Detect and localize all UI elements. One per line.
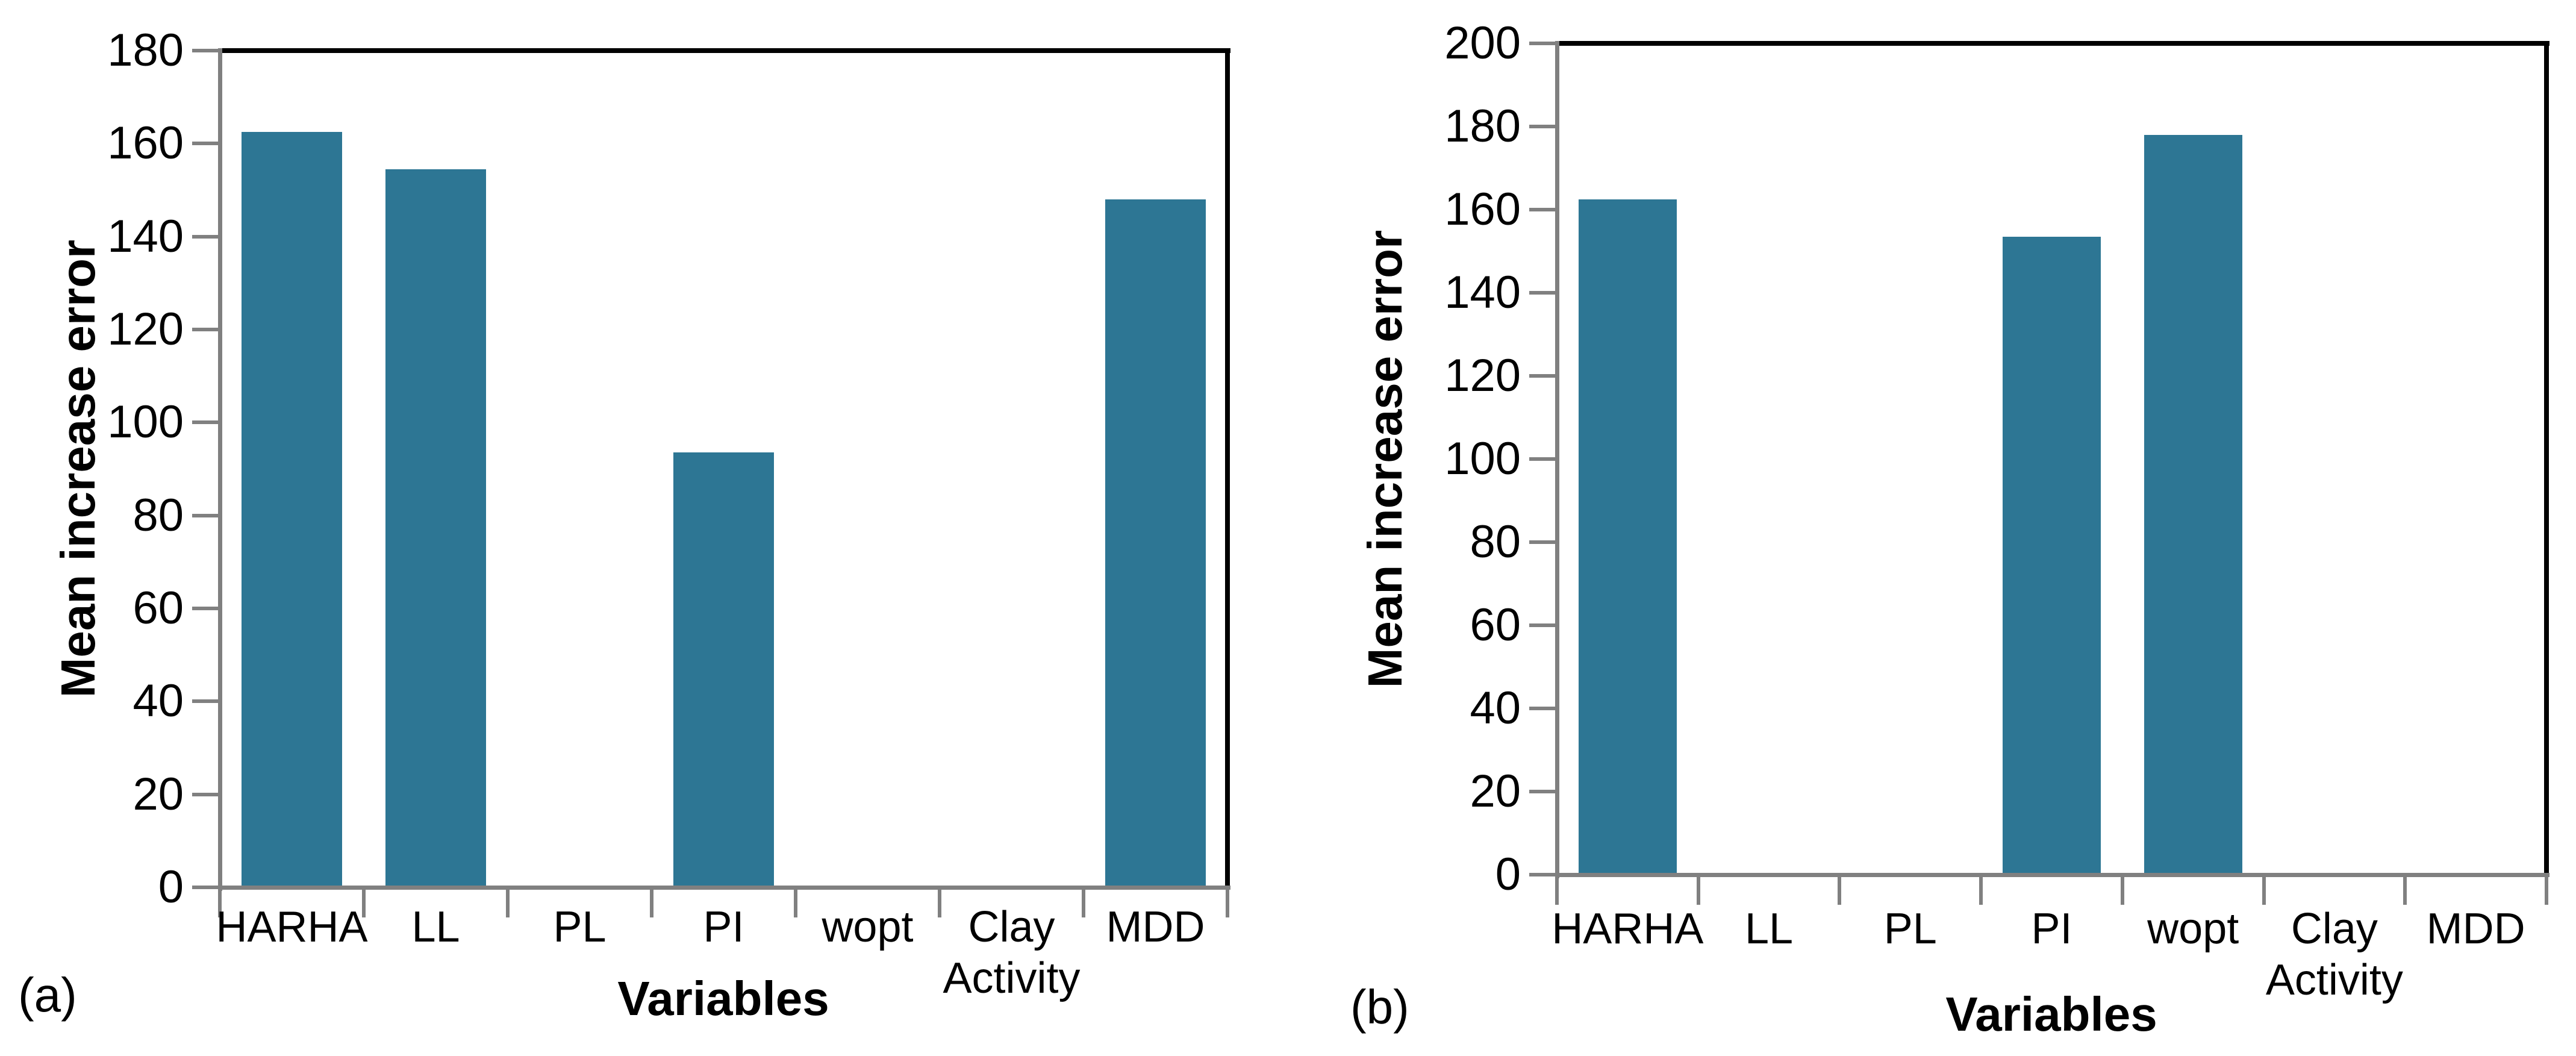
x-tick-mark [2403,877,2407,905]
y-tick-label: 100 [1444,433,1521,484]
y-tick-mark [192,886,220,889]
y-tick-mark [1529,873,1557,876]
x-tick-mark [1226,890,1229,917]
y-tick-label: 60 [1470,599,1521,651]
y-tick-mark [1529,623,1557,627]
category-label-PL: PL [553,903,607,951]
y-tick-mark [192,142,220,146]
category-label-PL: PL [1883,905,1937,953]
y-tick-label: 0 [158,861,184,913]
y-tick-mark [1529,790,1557,793]
y-tick-label: 40 [133,675,184,727]
category-label-PI: PI [2031,905,2072,953]
category-label-LL: LL [1745,905,1794,953]
y-tick-mark [1529,707,1557,710]
y-tick-label: 180 [1444,101,1521,152]
y-axis-line [1555,41,1559,878]
y-tick-mark [192,49,220,52]
x-tick-mark [1082,890,1085,917]
x-tick-mark [2545,877,2548,905]
x-tick-mark [794,890,797,917]
bar-PI [673,452,774,886]
x-tick-mark [218,890,222,917]
plot-frame-right [2544,41,2549,877]
panel-label-a: (a) [18,968,77,1022]
x-axis-title-a: Variables [617,972,829,1025]
plot-frame-right [1225,48,1230,890]
x-axis-title-b: Variables [1945,987,2157,1041]
plot-frame-top [218,48,1230,53]
y-tick-label: 60 [133,583,184,634]
category-label-HARHA: HARHA [1552,905,1704,953]
category-label-Clay-Activity: Clay Activity [943,903,1081,1002]
y-tick-label: 0 [1495,849,1521,900]
x-tick-mark [1555,877,1559,905]
category-label-HARHA: HARHA [216,903,368,951]
bar-LL [385,169,486,886]
category-label-wopt: wopt [2147,905,2239,953]
y-tick-label: 100 [107,396,184,448]
x-tick-mark [1838,877,1842,905]
y-tick-mark [192,513,220,517]
y-tick-label: 80 [133,489,184,541]
y-tick-label: 20 [1470,766,1521,817]
y-tick-mark [1529,125,1557,128]
y-tick-mark [1529,42,1557,45]
y-tick-label: 120 [107,304,184,355]
y-tick-label: 160 [107,117,184,169]
y-tick-label: 20 [133,768,184,820]
bar-PI [2002,236,2101,873]
bar-HARHA [242,132,342,886]
y-tick-label: 40 [1470,683,1521,734]
x-tick-mark [506,890,510,917]
y-tick-label: 80 [1470,516,1521,567]
x-tick-mark [650,890,653,917]
panel-label-b: (b) [1350,980,1409,1034]
y-tick-label: 200 [1444,17,1521,69]
x-tick-mark [938,890,941,917]
x-tick-mark [2120,877,2124,905]
y-axis-line [218,48,222,891]
y-tick-label: 180 [107,25,184,76]
y-tick-mark [192,792,220,796]
y-tick-label: 160 [1444,184,1521,235]
bar-MDD [1105,199,1206,886]
bar-HARHA [1578,199,1677,873]
y-tick-mark [192,420,220,425]
y-tick-mark [1529,374,1557,378]
category-label-Clay-Activity: Clay Activity [2265,905,2403,1004]
y-tick-mark [192,699,220,704]
y-tick-mark [192,607,220,610]
y-tick-mark [192,328,220,331]
x-tick-mark [2262,877,2266,905]
y-tick-mark [1529,540,1557,544]
y-axis-title-a: Mean increase error [51,239,105,698]
category-label-LL: LL [411,903,460,951]
x-tick-mark [362,890,366,917]
x-tick-mark [1696,877,1700,905]
y-tick-mark [1529,457,1557,461]
y-tick-label: 120 [1444,350,1521,401]
bar-wopt [2144,134,2242,873]
y-tick-mark [192,234,220,239]
y-tick-label: 140 [107,210,184,262]
x-axis-line [218,886,1230,890]
x-tick-mark [1979,877,1983,905]
y-tick-label: 140 [1444,267,1521,318]
category-label-wopt: wopt [822,903,914,951]
category-label-MDD: MDD [1106,903,1205,951]
category-label-MDD: MDD [2426,905,2525,953]
y-tick-mark [1529,291,1557,295]
plot-frame-top [1555,41,2549,46]
category-label-PI: PI [703,903,744,951]
x-axis-line [1555,873,2549,877]
y-tick-mark [1529,208,1557,211]
